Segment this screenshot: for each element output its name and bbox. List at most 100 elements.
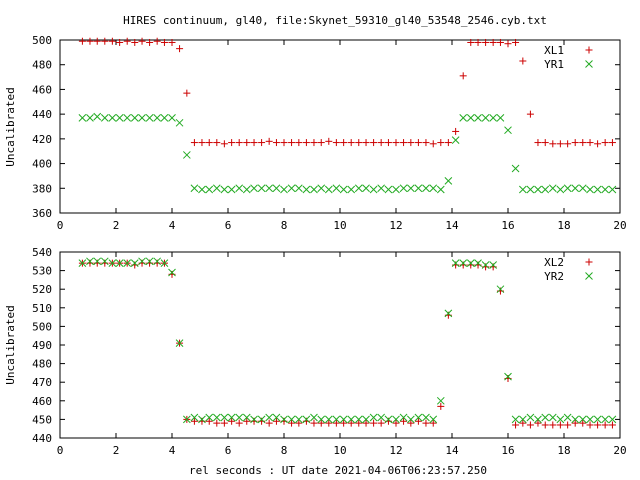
cross-marker <box>459 113 468 122</box>
data-point <box>317 184 326 193</box>
cross-marker <box>578 415 587 424</box>
cross-marker <box>250 415 258 424</box>
cross-marker <box>220 185 229 194</box>
data-point <box>287 415 296 424</box>
data-point <box>324 185 333 194</box>
data-point <box>257 415 266 424</box>
cross-marker <box>115 113 124 122</box>
cross-marker <box>108 113 117 122</box>
data-point <box>571 139 579 147</box>
data-point <box>422 184 430 193</box>
y-tick-label: 520 <box>32 283 52 296</box>
data-point <box>310 139 318 147</box>
cross-marker <box>451 136 460 144</box>
data-point <box>511 415 520 424</box>
data-point <box>496 113 505 122</box>
cross-marker <box>563 184 572 193</box>
data-point <box>190 413 199 422</box>
data-point <box>205 413 214 422</box>
data-point <box>466 259 475 268</box>
x-tick-label: 10 <box>333 219 346 232</box>
cross-marker <box>182 151 191 159</box>
cross-marker <box>414 184 423 193</box>
cross-marker <box>78 113 87 122</box>
data-point <box>146 38 154 46</box>
cross-marker <box>257 415 266 424</box>
data-point <box>355 139 363 147</box>
legend-marker <box>585 60 593 68</box>
data-point <box>310 413 318 422</box>
data-point <box>400 417 408 425</box>
data-point <box>354 415 363 424</box>
data-point <box>534 139 542 147</box>
data-point <box>608 185 617 194</box>
cross-marker <box>571 184 580 193</box>
data-point <box>227 185 236 194</box>
cross-marker <box>265 413 274 422</box>
data-point <box>325 419 333 427</box>
cross-marker <box>138 257 146 266</box>
cross-marker <box>190 413 199 422</box>
data-point <box>176 45 184 53</box>
data-point <box>168 268 176 277</box>
data-point <box>93 112 102 121</box>
y-tick-label: 470 <box>32 376 52 389</box>
data-point <box>563 413 572 422</box>
cross-marker <box>130 113 139 122</box>
data-point <box>205 185 214 194</box>
data-point <box>496 38 504 46</box>
data-point <box>437 139 445 147</box>
data-point <box>347 415 356 424</box>
data-point <box>451 136 460 144</box>
cross-marker <box>511 164 520 173</box>
data-point <box>414 184 423 193</box>
cross-marker <box>526 413 535 422</box>
data-point <box>145 257 154 266</box>
data-point <box>131 38 139 46</box>
data-point <box>78 259 87 268</box>
cross-marker <box>317 184 326 193</box>
data-point <box>571 419 579 427</box>
cross-marker <box>339 415 348 424</box>
data-point <box>235 413 244 422</box>
data-point <box>332 139 340 147</box>
data-point <box>489 261 498 269</box>
data-point <box>608 421 616 429</box>
data-point <box>235 139 243 147</box>
cross-marker <box>518 185 527 194</box>
data-point <box>377 184 386 193</box>
legend-label: YR2 <box>544 270 564 283</box>
cross-marker <box>429 415 438 424</box>
cross-marker <box>86 113 94 122</box>
cross-marker <box>474 113 482 122</box>
data-point <box>228 417 236 425</box>
cross-marker <box>429 184 438 193</box>
cross-marker <box>86 257 94 266</box>
cross-marker <box>534 185 542 194</box>
data-point <box>287 184 296 193</box>
data-point <box>601 421 609 429</box>
data-point <box>198 415 206 424</box>
data-point <box>414 413 423 422</box>
cross-marker <box>601 185 610 194</box>
data-point <box>608 415 617 424</box>
cross-marker <box>160 113 169 122</box>
y-tick-label: 450 <box>32 413 52 426</box>
legend-label: YR1 <box>544 58 564 71</box>
data-point <box>526 110 534 118</box>
data-point <box>235 419 243 427</box>
data-point <box>489 38 497 46</box>
x-axis-label: rel seconds : UT date 2021-04-06T06:23:5… <box>189 464 487 477</box>
data-point <box>160 38 168 46</box>
data-point <box>272 139 280 147</box>
data-point <box>123 37 131 45</box>
data-point <box>534 415 542 424</box>
cross-marker <box>123 259 132 268</box>
x-tick-label: 4 <box>169 219 176 232</box>
data-point <box>108 259 117 268</box>
data-point <box>258 139 266 147</box>
legend-label: XL2 <box>544 256 564 269</box>
cross-marker <box>377 184 386 193</box>
cross-marker <box>310 185 318 194</box>
x-tick-label: 14 <box>445 219 459 232</box>
